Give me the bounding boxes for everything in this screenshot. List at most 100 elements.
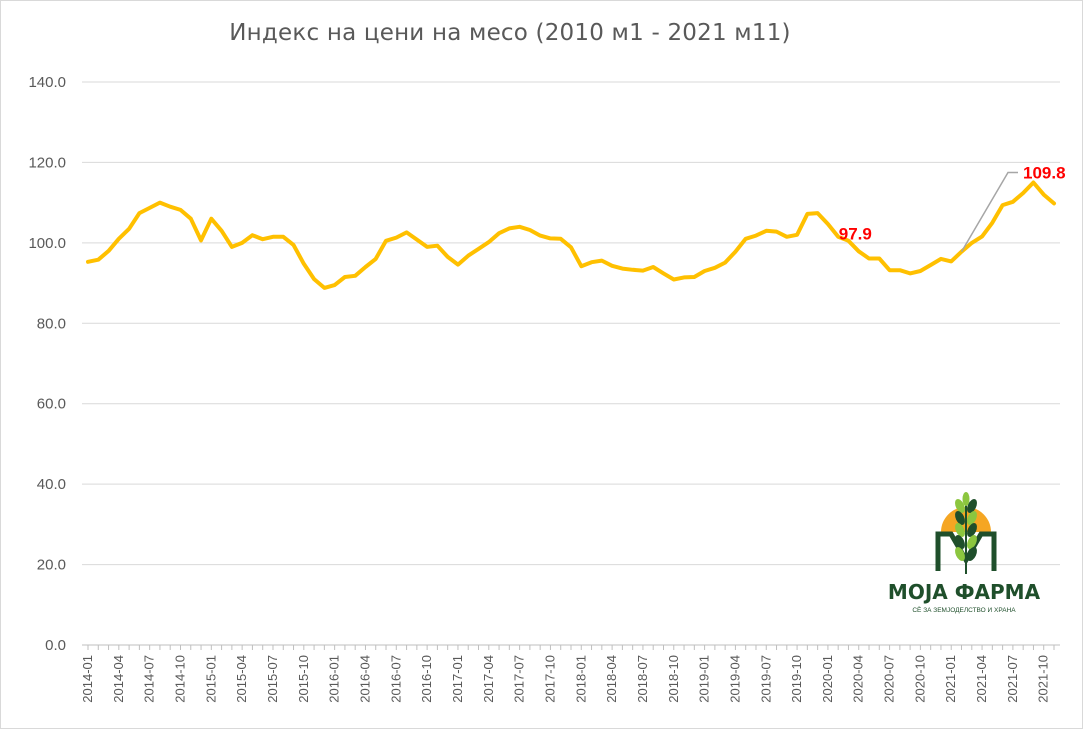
data-point [322, 286, 326, 290]
data-point [1042, 193, 1046, 197]
data-point [970, 241, 974, 245]
x-tick-label: 2016-10 [419, 655, 434, 703]
wheat-grain [967, 522, 977, 538]
wheat-grain [955, 522, 965, 538]
data-point [877, 257, 881, 261]
y-tick-label: 40.0 [37, 476, 66, 493]
x-tick-label: 2018-01 [573, 655, 588, 703]
x-tick-label: 2019-04 [727, 655, 742, 703]
x-tick-label: 2015-04 [234, 655, 249, 703]
data-point [610, 264, 614, 268]
data-point [692, 275, 696, 279]
x-tick-label: 2021-01 [943, 655, 958, 703]
data-point [168, 205, 172, 209]
data-point [713, 266, 717, 270]
data-point [425, 245, 429, 249]
data-point [1021, 191, 1025, 195]
data-point [292, 243, 296, 247]
data-point [96, 258, 100, 262]
data-point [487, 240, 491, 244]
x-tick-label: 2020-01 [820, 655, 835, 703]
data-point [1011, 200, 1015, 204]
wheat-grain [955, 534, 965, 550]
data-point [363, 265, 367, 269]
x-tick-label: 2017-07 [512, 655, 527, 703]
data-point [189, 217, 193, 221]
x-tick-label: 2021-04 [974, 655, 989, 703]
data-point [394, 236, 398, 240]
data-point [682, 275, 686, 279]
x-tick-label: 2015-10 [296, 655, 311, 703]
x-tick-label: 2015-01 [203, 655, 218, 703]
logo-tagline: СЀ ЗА ЗЕМЈОДЕЛСТВО И ХРАНА [912, 605, 1016, 614]
data-point [857, 249, 861, 253]
wheat-grain [955, 546, 965, 562]
data-point [754, 234, 758, 238]
logo-name: МОЈА ФАРМА [888, 580, 1041, 604]
data-point [651, 265, 655, 269]
data-point [178, 208, 182, 212]
x-tick-label: 2021-07 [1005, 655, 1020, 703]
data-point [220, 229, 224, 233]
data-point [600, 259, 604, 263]
annotations-layer: 97.9 109.8 [839, 163, 1066, 253]
x-tick-label: 2016-01 [327, 655, 342, 703]
x-tick-label: 2020-04 [851, 655, 866, 703]
x-tick-label: 2019-07 [758, 655, 773, 703]
x-tick-label: 2014-10 [172, 655, 187, 703]
data-point [240, 241, 244, 245]
data-point [117, 237, 121, 241]
data-point [518, 225, 522, 229]
data-point [199, 238, 203, 242]
data-point [579, 264, 583, 268]
y-tick-label: 80.0 [37, 315, 66, 332]
wheat-grain [967, 498, 977, 514]
data-point [1052, 201, 1056, 205]
wheat-grain [955, 498, 965, 514]
wheat-grain [962, 492, 970, 506]
data-point [672, 277, 676, 281]
annotation-leader-line [960, 171, 1018, 253]
x-tick-label: 2016-04 [357, 655, 372, 703]
data-point [816, 211, 820, 215]
data-point [507, 226, 511, 230]
data-point [980, 234, 984, 238]
data-point [107, 249, 111, 253]
x-tick-label: 2018-07 [635, 655, 650, 703]
data-point [271, 235, 275, 239]
data-point [250, 233, 254, 237]
data-point [661, 271, 665, 275]
wheat-grain [955, 510, 965, 526]
data-label: 109.8 [1023, 163, 1066, 182]
data-point [569, 245, 573, 249]
x-tick-label: 2021-10 [1036, 655, 1051, 703]
data-point [990, 221, 994, 225]
data-point [302, 262, 306, 266]
data-point [127, 227, 131, 231]
y-tick-label: 120.0 [28, 154, 66, 171]
data-point [785, 235, 789, 239]
chart-title: Индекс на цени на месо (2010 м1 - 2021 м… [229, 20, 791, 46]
data-point [939, 257, 943, 261]
data-point [415, 238, 419, 242]
wheat-grain [967, 534, 977, 550]
y-tick-label: 100.0 [28, 235, 66, 252]
data-point [826, 222, 830, 226]
data-point [446, 255, 450, 259]
data-point [86, 260, 90, 264]
data-point [435, 244, 439, 248]
data-point [312, 277, 316, 281]
data-point [333, 283, 337, 287]
y-axis-ticks: 0.0 20.0 40.0 60.0 80.0 100.0 120.0 140.0 [28, 74, 66, 654]
data-label: 97.9 [839, 224, 872, 243]
x-axis-ticks: 2014-01 2014-04 2014-07 2014-10 2015-01 2015-… [80, 645, 1055, 703]
data-point [703, 269, 707, 273]
x-tick-label: 2020-10 [912, 655, 927, 703]
data-point [888, 268, 892, 272]
data-point [929, 263, 933, 267]
data-point [795, 233, 799, 237]
data-point [620, 267, 624, 271]
data-point [538, 234, 542, 238]
data-point [343, 275, 347, 279]
